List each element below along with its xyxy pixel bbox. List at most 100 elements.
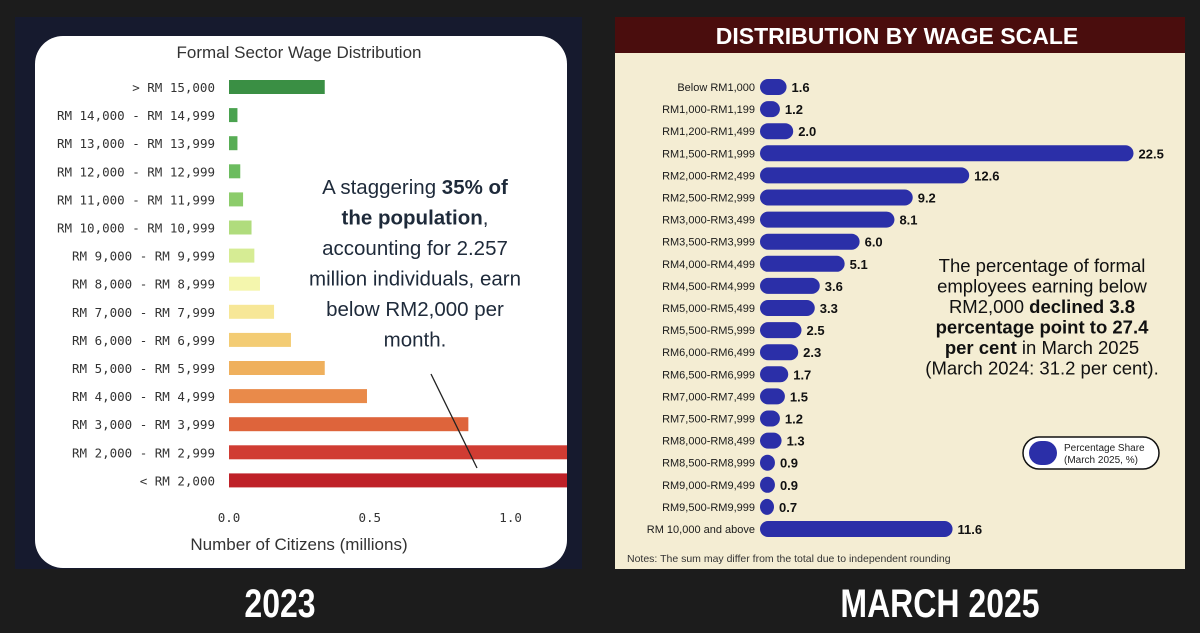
bar [229, 332, 291, 347]
data-label: 1.3 [787, 434, 805, 449]
annotation-pointer-line [430, 373, 478, 469]
bar [760, 521, 953, 537]
bar [760, 388, 785, 405]
y-tick-label: Below RM1,000 [677, 82, 755, 94]
bar [760, 498, 774, 515]
bar [760, 344, 799, 361]
data-label: 9.2 [918, 191, 936, 206]
bar [760, 123, 794, 140]
y-tick-label: RM 11,000 - RM 11,999 [57, 192, 215, 207]
bar [229, 445, 567, 460]
bar [229, 136, 238, 151]
data-label: 5.1 [850, 257, 868, 272]
annotation-line: percentage point to 27.4 [936, 317, 1150, 338]
bar [229, 389, 367, 404]
y-tick-label: RM6,500-RM6,999 [662, 369, 755, 381]
bar [760, 454, 775, 471]
annotation-line: million individuals, earn [309, 268, 521, 291]
y-tick-label: RM4,000-RM4,499 [662, 259, 755, 271]
y-tick-label: RM9,500-RM9,999 [662, 502, 755, 514]
data-label: 3.3 [820, 301, 838, 316]
legend-label-line1: Percentage Share [1064, 443, 1145, 454]
annotation-line: the population, [342, 207, 489, 230]
annotation-line: employees earning below [937, 276, 1147, 297]
annotation-line: (March 2024: 31.2 per cent). [925, 358, 1158, 379]
annotation-line: per cent in March 2025 [945, 337, 1139, 358]
bar [229, 473, 567, 488]
chart-title: DISTRIBUTION BY WAGE SCALE [716, 23, 1079, 49]
y-tick-label: RM 10,000 - RM 10,999 [57, 221, 215, 236]
bar [760, 322, 802, 339]
bar [760, 233, 860, 250]
bar [229, 220, 252, 235]
y-tick-label: RM5,000-RM5,499 [662, 303, 755, 315]
y-tick-label: RM 14,000 - RM 14,999 [57, 108, 215, 123]
y-tick-label: RM5,500-RM5,999 [662, 325, 755, 337]
bar [760, 300, 815, 316]
chart-header [615, 17, 1185, 53]
bar [760, 255, 845, 272]
y-tick-label: RM 3,000 - RM 3,999 [72, 417, 215, 432]
y-tick-label: RM 5,000 - RM 5,999 [72, 361, 215, 376]
data-label: 6.0 [865, 235, 883, 250]
bar [229, 248, 255, 263]
bar [229, 417, 469, 432]
x-tick-label: 1.0 [499, 510, 522, 525]
bar [760, 189, 913, 206]
bar [229, 304, 275, 319]
bar [760, 79, 787, 95]
y-tick-label: RM4,500-RM4,999 [662, 281, 755, 293]
y-tick-label: > RM 15,000 [132, 80, 215, 95]
data-label: 0.9 [780, 456, 798, 471]
bar [760, 277, 820, 294]
bar [760, 432, 782, 449]
y-tick-label: RM 10,000 and above [647, 524, 755, 536]
y-tick-label: RM 9,000 - RM 9,999 [72, 249, 215, 264]
y-tick-label: RM 4,000 - RM 4,999 [72, 389, 215, 404]
annotation-line: month. [384, 329, 447, 352]
data-label: 1.6 [792, 80, 810, 95]
y-tick-label: RM1,000-RM1,199 [662, 104, 755, 116]
data-label: 0.7 [779, 500, 797, 515]
data-label: 2.5 [807, 323, 825, 338]
data-label: 12.6 [974, 168, 999, 183]
y-tick-label: RM 12,000 - RM 12,999 [57, 164, 215, 179]
left-panel-caption: 2023 [244, 582, 316, 626]
y-tick-label: RM8,500-RM8,999 [662, 458, 755, 470]
bar [229, 108, 238, 123]
data-label: 2.0 [798, 124, 816, 139]
wage-distribution-2025-panel: DISTRIBUTION BY WAGE SCALE Below RM1,000… [615, 17, 1185, 569]
data-label: 2.3 [803, 345, 821, 360]
bar [760, 476, 775, 493]
y-tick-label: RM 2,000 - RM 2,999 [72, 445, 215, 460]
y-tick-label: RM3,000-RM3,499 [662, 215, 755, 227]
y-tick-label: RM 6,000 - RM 6,999 [72, 333, 215, 348]
y-tick-label: RM2,500-RM2,999 [662, 193, 755, 205]
annotation-line: The percentage of formal [939, 255, 1146, 276]
bar [760, 101, 780, 118]
annotation-line: accounting for 2.257 [322, 237, 508, 260]
data-label: 1.2 [785, 412, 803, 427]
chart-title: Formal Sector Wage Distribution [176, 43, 421, 62]
bar [229, 361, 325, 375]
data-label: 1.5 [790, 389, 808, 404]
data-label: 8.1 [899, 213, 917, 228]
x-axis-label: Number of Citizens (millions) [190, 535, 407, 554]
bar [229, 164, 241, 179]
bar [760, 211, 895, 228]
data-label: 11.6 [958, 522, 983, 537]
y-tick-label: RM3,500-RM3,999 [662, 237, 755, 249]
right-panel-caption: MARCH 2025 [840, 582, 1040, 626]
bar [229, 192, 244, 207]
y-tick-label: RM9,000-RM9,499 [662, 480, 755, 492]
data-label: 1.7 [793, 367, 811, 382]
chart-legend: Percentage Share (March 2025, %) [1022, 436, 1160, 470]
bar [760, 366, 789, 383]
annotation-line: A staggering 35% of [322, 176, 508, 199]
data-label: 22.5 [1139, 146, 1164, 161]
data-label: 1.2 [785, 102, 803, 117]
data-label: 3.6 [825, 279, 843, 294]
y-tick-label: RM1,200-RM1,499 [662, 126, 755, 138]
y-tick-label: RM1,500-RM1,999 [662, 148, 755, 160]
footnote: Notes: The sum may differ from the total… [627, 553, 951, 565]
